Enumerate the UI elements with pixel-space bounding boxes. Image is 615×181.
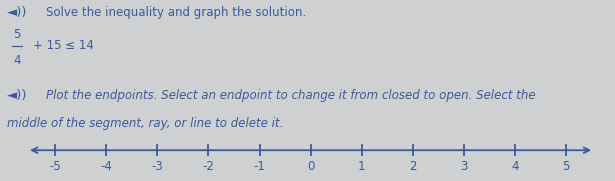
Text: + 15 ≤ 14: + 15 ≤ 14: [33, 39, 93, 52]
Text: -3: -3: [151, 160, 163, 173]
Text: 1: 1: [358, 160, 365, 173]
Text: -2: -2: [202, 160, 215, 173]
Text: 5: 5: [562, 160, 569, 173]
Text: middle of the segment, ray, or line to delete it.: middle of the segment, ray, or line to d…: [7, 117, 284, 130]
Text: -5: -5: [49, 160, 61, 173]
Text: Solve the inequality and graph the solution.: Solve the inequality and graph the solut…: [46, 6, 306, 19]
Text: ◄)): ◄)): [7, 6, 28, 19]
Text: 4: 4: [511, 160, 518, 173]
Text: Plot the endpoints. Select an endpoint to change it from closed to open. Select : Plot the endpoints. Select an endpoint t…: [46, 89, 536, 102]
Text: -4: -4: [100, 160, 113, 173]
Text: 5: 5: [14, 28, 21, 41]
Text: 2: 2: [409, 160, 416, 173]
Text: 3: 3: [460, 160, 467, 173]
Text: -1: -1: [253, 160, 266, 173]
Text: ◄)): ◄)): [7, 89, 28, 102]
Text: 4: 4: [14, 54, 21, 68]
Text: 0: 0: [307, 160, 314, 173]
Text: 小: 小: [34, 6, 40, 16]
